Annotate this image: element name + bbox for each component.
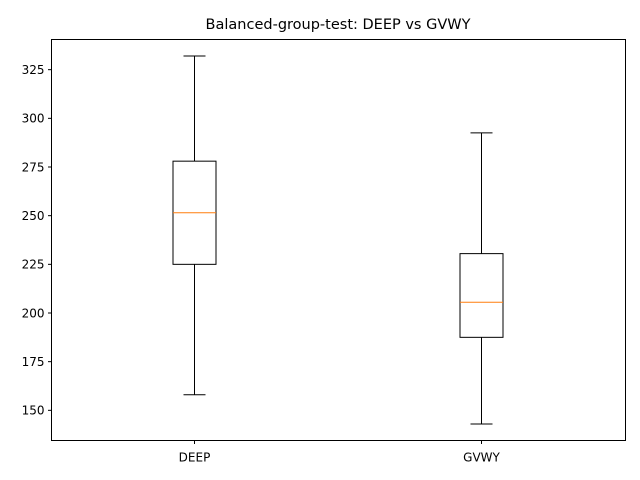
y-tick-label: 325 — [22, 63, 45, 77]
box-group-gvwy — [459, 132, 504, 425]
y-tick-label: 300 — [22, 112, 45, 126]
box-group-deep — [172, 55, 217, 396]
y-tick-label: 225 — [22, 258, 45, 272]
y-tick-label: 250 — [22, 209, 45, 223]
y-tick-label: 275 — [22, 160, 45, 174]
x-axis: DEEP GVWY — [179, 440, 501, 465]
iqr-box — [459, 253, 504, 338]
y-tick-label: 200 — [22, 306, 45, 320]
chart-title: Balanced-group-test: DEEP vs GVWY — [206, 17, 471, 33]
plot-marks — [172, 55, 504, 425]
x-tick-label: GVWY — [463, 451, 500, 465]
y-tick-label: 175 — [22, 355, 45, 369]
plot-frame — [51, 39, 626, 441]
y-axis: 150 175 200 225 250 275 300 325 — [22, 63, 52, 418]
y-tick-label: 150 — [22, 404, 45, 418]
x-tick-label: DEEP — [179, 451, 211, 465]
